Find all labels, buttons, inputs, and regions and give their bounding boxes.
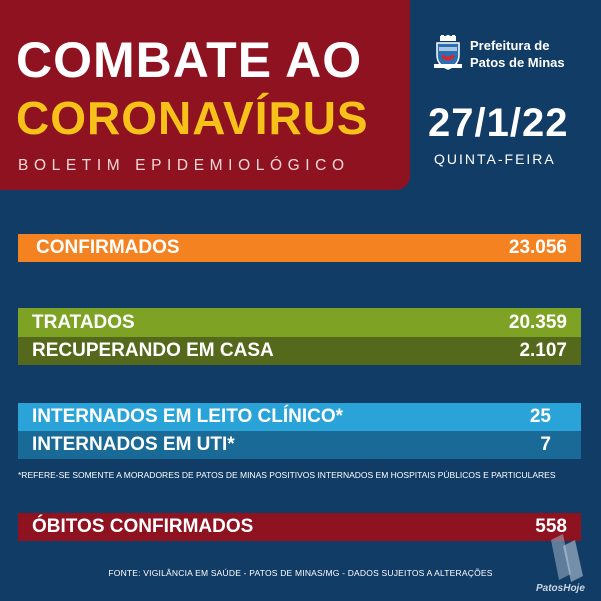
footnote: *REFERE-SE SOMENTE A MORADORES DE PATOS …: [18, 470, 556, 480]
stat-label: INTERNADOS EM LEITO CLÍNICO*: [32, 406, 344, 427]
stat-label: TRATADOS: [32, 311, 135, 333]
stat-label: RECUPERANDO EM CASA: [32, 340, 274, 361]
title-line-2: CORONAVÍRUS: [16, 92, 369, 144]
bulletin-date: 27/1/22: [428, 101, 569, 145]
stat-value: 23.056: [508, 237, 567, 258]
stat-tratados: TRATADOS 20.359: [18, 308, 581, 337]
title-line-1: COMBATE AO: [16, 32, 363, 88]
stat-label: ÓBITOS CONFIRMADOS: [32, 516, 254, 537]
stat-value: 7: [540, 434, 551, 455]
stat-label: INTERNADOS EM UTI*: [32, 434, 235, 455]
stat-confirmados: CONFIRMADOS 23.056: [18, 234, 581, 262]
bulletin-weekday: QUINTA-FEIRA: [434, 151, 556, 167]
patoshoje-logo-icon: [551, 534, 583, 582]
stat-obitos: ÓBITOS CONFIRMADOS 558: [18, 513, 581, 541]
prefeitura-line-1: Prefeitura de: [470, 38, 550, 53]
source-footer: FONTE: VIGILÂNCIA EM SAÚDE - PATOS DE MI…: [108, 568, 493, 578]
coat-of-arms-icon: [434, 35, 462, 70]
watermark-text: PatosHoje: [536, 583, 585, 594]
stat-value: 25: [529, 406, 551, 427]
stat-value: 2.107: [519, 340, 567, 361]
stat-leito-clinico: INTERNADOS EM LEITO CLÍNICO* 25: [18, 403, 581, 431]
stat-uti: INTERNADOS EM UTI* 7: [18, 431, 581, 459]
stat-value: 20.359: [508, 311, 567, 333]
subtitle: BOLETIM EPIDEMIOLÓGICO: [18, 157, 350, 174]
prefeitura-line-2: Patos de Minas: [470, 55, 565, 70]
stat-value: 558: [535, 516, 567, 537]
header-panel: COMBATE AO CORONAVÍRUS BOLETIM EPIDEMIOL…: [0, 0, 410, 190]
stat-recuperando: RECUPERANDO EM CASA 2.107: [18, 337, 581, 365]
stat-label: CONFIRMADOS: [36, 237, 180, 258]
